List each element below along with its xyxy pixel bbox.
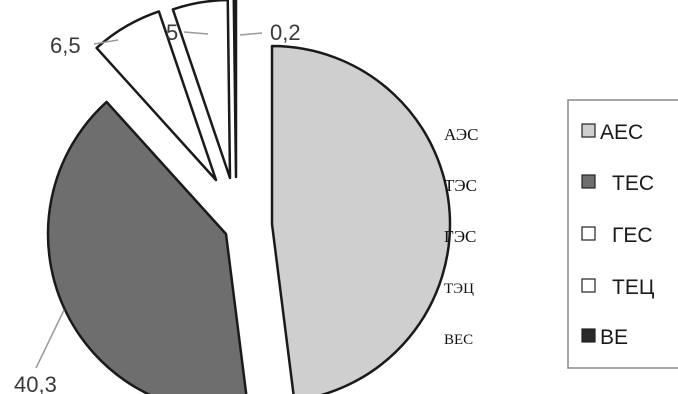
pie-slice-tes (46, 100, 248, 394)
side-label-ges: ГЭС (444, 227, 476, 246)
leader-line-ve (239, 32, 263, 36)
data-label-tec: 5 (166, 20, 178, 45)
legend-swatch-tes (581, 174, 596, 189)
pie-slice-aes (270, 44, 452, 394)
legend-label-tes: ТЕС (612, 172, 654, 195)
legend-box (567, 99, 678, 369)
data-label-ges: 6,5 (50, 33, 81, 58)
leader-line-tes (35, 309, 65, 369)
legend-label-tec: ТЕЦ (612, 276, 655, 299)
legend-swatch-ve (581, 328, 596, 343)
side-label-tec: ТЭЦ (444, 281, 474, 297)
pie-slice-ges (95, 10, 218, 182)
legend: АЕС ТЕС ГЕС ТЕЦ ВЕ (567, 99, 678, 369)
pie-slice-tec (171, 0, 232, 180)
pie-slices (46, 0, 452, 394)
side-label-tes: ТЭС (444, 176, 477, 195)
label-leaders (35, 31, 263, 369)
legend-swatch-aes (581, 123, 596, 138)
legend-label-ges: ГЕС (612, 224, 653, 247)
legend-swatch-tec (581, 278, 596, 293)
legend-swatch-ges (581, 226, 596, 241)
side-label-ves: ВЕС (444, 332, 473, 348)
leader-line-tec (183, 31, 209, 35)
legend-label-ve: ВЕ (600, 326, 628, 349)
leader-line-ges (93, 39, 119, 45)
pie-slice-ve (232, 0, 238, 179)
data-label-tes: 40,3 (14, 372, 57, 394)
side-label-aes: АЭС (444, 125, 478, 144)
data-label-ve: 0,2 (270, 20, 301, 45)
legend-label-aes: АЕС (600, 121, 643, 144)
